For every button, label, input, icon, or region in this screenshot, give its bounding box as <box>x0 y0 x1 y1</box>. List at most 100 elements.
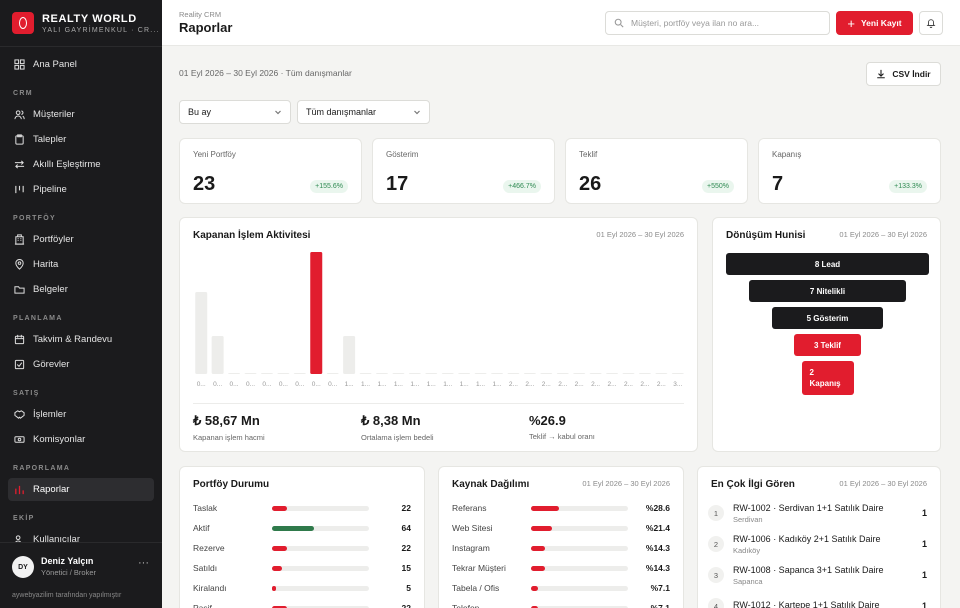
sidebar-item-gorevler[interactable]: Görevler <box>8 353 154 376</box>
chart-bar[interactable] <box>343 336 356 374</box>
chart-bar[interactable] <box>244 373 257 374</box>
interest-count: 1 <box>921 508 927 518</box>
stat-label: Satıldı <box>193 563 218 573</box>
listing-location: Kadıköy <box>733 545 761 555</box>
stat-value: 22 <box>401 603 411 608</box>
portfolio-title: Portföy Durumu <box>193 479 270 490</box>
chart-bar[interactable] <box>408 373 421 374</box>
chart-bar[interactable] <box>556 373 569 374</box>
sidebar-item-belgeler[interactable]: Belgeler <box>8 278 154 301</box>
kpi-value: 17 <box>386 173 409 195</box>
date-range-text: 01 Eyl 2026 – 30 Eyl 2026 · Tüm danışman… <box>179 68 352 78</box>
funnel-title: Dönüşüm Hunisi <box>726 230 806 241</box>
listing-location: Sapanca <box>733 576 763 586</box>
chart-bar[interactable] <box>540 373 553 374</box>
csv-download-button[interactable]: CSV İndir <box>866 62 941 86</box>
chart-bar[interactable] <box>375 373 388 374</box>
sidebar-item-label: Harita <box>33 259 59 270</box>
list-item[interactable]: 3 RW-1008 · Sapanca 3+1 Satılık Daire Sapa… <box>708 562 927 588</box>
sidebar-item-label: İşlemler <box>33 409 67 420</box>
chart-tick-label: 2... <box>657 381 666 388</box>
progress-track <box>531 505 628 511</box>
chart-bar[interactable] <box>277 373 290 374</box>
bar-chart-icon <box>15 485 24 495</box>
sidebar-item-akilli-eslestirme[interactable]: Akıllı Eşleştirme <box>8 153 154 176</box>
sidebar-item-raporlar[interactable]: Raporlar <box>8 478 154 501</box>
chart-tick-label: 0... <box>213 381 222 388</box>
more-options-icon[interactable]: ··· <box>138 557 149 569</box>
chart-bar[interactable] <box>211 336 224 374</box>
chart-bar[interactable] <box>507 373 520 374</box>
progress-fill <box>531 545 545 551</box>
user-profile[interactable]: DY Deniz Yalçın Yönetici / Broker ··· ay… <box>0 542 162 608</box>
interest-count: 1 <box>921 539 927 549</box>
chart-bar[interactable] <box>310 252 323 374</box>
chart-bar[interactable] <box>523 373 536 374</box>
chart-bar[interactable] <box>589 373 602 374</box>
list-item[interactable]: 2 RW-1006 · Kadıköy 2+1 Satılık Daire Kadı… <box>708 531 927 557</box>
user-role: Yönetici / Broker <box>41 568 97 577</box>
new-record-button[interactable]: + Yeni Kayıt <box>836 11 913 35</box>
listing-title: RW-1002 · Serdivan 1+1 Satılık Daire <box>733 502 884 513</box>
sidebar-item-portfoyler[interactable]: Portföyler <box>8 228 154 251</box>
progress-track <box>272 525 369 531</box>
section-title-ekip: EKİP <box>13 515 35 522</box>
funnel-stage: 3 Teklif <box>794 334 861 356</box>
chart-bar[interactable] <box>458 373 471 374</box>
stat-row: Tabela / Ofis %7.1 <box>452 581 670 595</box>
chart-bar[interactable] <box>425 373 438 374</box>
interest-count: 1 <box>921 570 927 580</box>
sidebar-item-talepler[interactable]: Talepler <box>8 128 154 151</box>
brand[interactable]: REALTY WORLD YALI GAYRİMENKUL · CR... <box>0 0 162 46</box>
chart-bar[interactable] <box>260 373 273 374</box>
chart-tick-label: 2... <box>608 381 617 388</box>
sidebar-item-komisyonlar[interactable]: Komisyonlar <box>8 428 154 451</box>
csv-download-label: CSV İndir <box>892 69 931 79</box>
progress-track <box>531 585 628 591</box>
chart-bar[interactable] <box>359 373 372 374</box>
metric-value: ₺ 8,38 Mn <box>361 413 421 428</box>
stat-label: Rezerve <box>193 543 225 553</box>
list-item[interactable]: 1 RW-1002 · Serdivan 1+1 Satılık Daire Ser… <box>708 500 927 526</box>
chart-bar[interactable] <box>441 373 454 374</box>
notifications-button[interactable] <box>919 11 943 35</box>
chart-bar[interactable] <box>622 373 635 374</box>
metric-value: ₺ 58,67 Mn <box>193 413 260 428</box>
chart-bar[interactable] <box>638 373 651 374</box>
chart-tick-label: 1... <box>345 381 354 388</box>
chart-bar[interactable] <box>392 373 405 374</box>
sidebar-item-label: Belgeler <box>33 284 68 295</box>
agent-select[interactable]: Tüm danışmanlar <box>297 100 430 124</box>
sidebar-item-takvim[interactable]: Takvim & Randevu <box>8 328 154 351</box>
chart-bar[interactable] <box>573 373 586 374</box>
list-item[interactable]: 4 RW-1012 · Kartepe 1+1 Satılık Daire 1 <box>708 593 927 608</box>
chart-bar[interactable] <box>293 373 306 374</box>
chart-bar[interactable] <box>195 292 208 374</box>
sidebar-item-pipeline[interactable]: Pipeline <box>8 178 154 201</box>
chart-bar[interactable] <box>228 373 241 374</box>
arrows-icon <box>14 160 25 169</box>
sidebar-item-harita[interactable]: Harita <box>8 253 154 276</box>
period-select[interactable]: Bu ay <box>179 100 291 124</box>
chart-bar[interactable] <box>491 373 504 374</box>
chart-bar[interactable] <box>606 373 619 374</box>
sidebar-item-musteriler[interactable]: Müşteriler <box>8 103 154 126</box>
user-name: Deniz Yalçın <box>41 556 94 566</box>
sidebar-item-label: Akıllı Eşleştirme <box>33 159 101 170</box>
chart-bar[interactable] <box>671 373 684 374</box>
chart-tick-label: 2... <box>525 381 534 388</box>
progress-track <box>531 525 628 531</box>
chart-bar[interactable] <box>474 373 487 374</box>
progress-track <box>272 585 369 591</box>
sidebar-item-islemler[interactable]: İşlemler <box>8 403 154 426</box>
chart-bar[interactable] <box>326 373 339 374</box>
breadcrumb[interactable]: Reality CRM <box>179 10 222 19</box>
metric-volume: ₺ 58,67 Mn Kapanan işlem hacmi <box>193 413 265 442</box>
search-input[interactable]: Müşteri, portföy veya ilan no ara... <box>605 11 830 35</box>
sidebar-item-ana-panel[interactable]: Ana Panel <box>8 53 154 76</box>
progress-fill <box>272 525 314 531</box>
chart-bar[interactable] <box>655 373 668 374</box>
chart-tick-label: 0... <box>230 381 239 388</box>
chart-tick-label: 1... <box>361 381 370 388</box>
progress-track <box>272 565 369 571</box>
